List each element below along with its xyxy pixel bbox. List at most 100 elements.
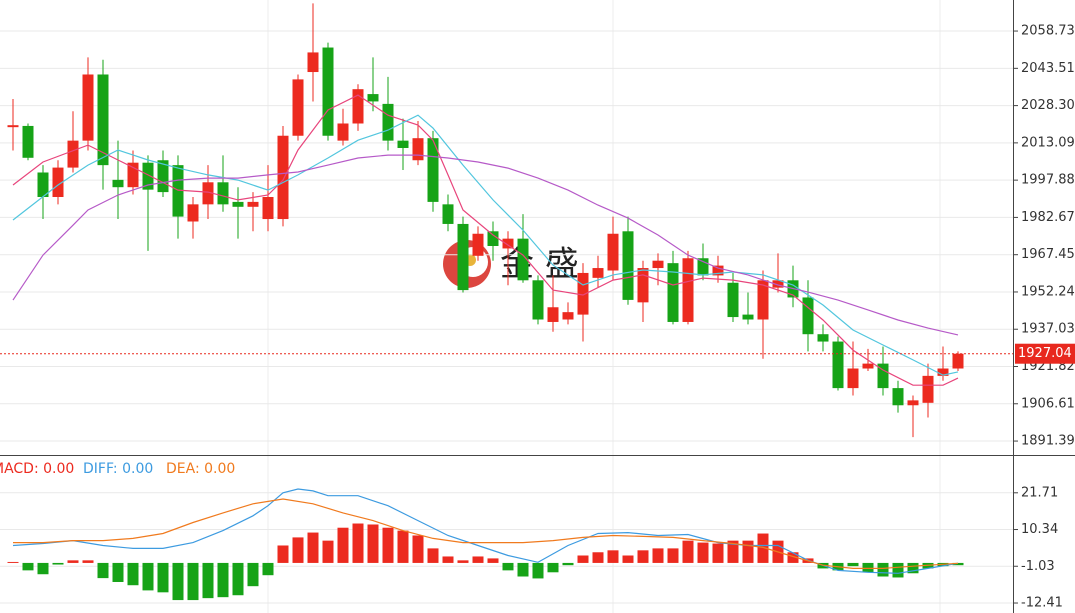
macd-bar [667,548,679,563]
macd-bar [82,560,94,563]
macd-bar [247,562,259,587]
candle-body [547,307,559,322]
macd-bar [607,550,619,563]
candle-body [97,74,109,166]
macd-bar [862,562,874,573]
macd-bar [472,556,484,563]
y-tick-label: 1891.39 [1021,434,1075,449]
candle-body [907,400,919,406]
indicator-line [12,154,959,336]
candle-body [277,135,289,220]
y-tick-label: -1.03 [1021,559,1055,574]
candle-body [667,263,679,322]
candle-body [292,79,304,136]
candle-body [427,138,439,202]
macd-bar [7,561,19,563]
candle-body [262,196,274,220]
candle-body [802,297,814,335]
macd-bar [292,537,304,563]
macd-bar [322,540,334,563]
macd-bar [457,560,469,563]
macd-bar [652,548,664,563]
y-tick-label: 1937.03 [1021,322,1075,337]
candle-body [952,353,964,369]
macd-bar [412,535,424,563]
candle-body [592,268,604,278]
macd-bar [307,532,319,563]
y-tick-label: 1952.24 [1021,284,1075,299]
macd-bar [562,562,574,566]
candle-body [232,201,244,207]
macd-bar [202,562,214,599]
macd-bar [172,562,184,601]
macd-bar [367,524,379,563]
macd-bar [532,562,544,579]
candle-body [502,238,514,249]
last-price-label: 1927.04 [1018,346,1072,361]
candle-body [847,368,859,389]
macd-bar [487,558,499,563]
candle-body [217,182,229,205]
y-tick-label: 2013.09 [1021,135,1075,150]
y-tick-label: -12.41 [1021,596,1063,611]
candle-body [682,258,694,322]
macd-bar [67,560,79,563]
indicator-line [12,94,959,386]
candle-body [142,162,154,190]
candle-body [67,140,79,168]
y-tick-label: 1997.88 [1021,173,1075,188]
last-price-box [1015,343,1075,364]
y-tick-label: 21.71 [1021,485,1058,500]
candle-body [172,165,184,217]
macd-bar [727,540,739,563]
candle-body [457,223,469,291]
macd-bar [112,562,124,582]
y-tick-label: 10.34 [1021,522,1058,537]
candle-body [712,265,724,276]
macd-bar [682,540,694,563]
y-tick-label: 2058.73 [1021,24,1075,39]
candle-body [487,231,499,246]
candle-body [352,89,364,124]
macd-bar [622,555,634,563]
macd-bar [907,562,919,574]
candle-body [37,172,49,197]
macd-bar [352,523,364,563]
macd-bar [712,543,724,563]
candle-body [112,179,124,188]
watermark-text: 金 盛 [500,245,579,285]
macd-bar [157,562,169,593]
candle-body [307,52,319,73]
macd-bar [577,555,589,563]
legend-entry: DIFF: 0.00 [83,461,153,477]
candle-body [727,282,739,318]
indicator-line [12,488,959,574]
candle-body [367,94,379,102]
candle-body [412,138,424,161]
macd-bar [262,562,274,576]
macd-bar [277,545,289,563]
macd-bar [742,540,754,563]
y-tick-label: 2043.51 [1021,61,1075,76]
macd-bar [22,562,34,571]
candle-body [82,74,94,141]
candle-body [817,334,829,342]
y-tick-label: 1906.61 [1021,396,1075,411]
candle-body [862,363,874,369]
legend-entry: DEA: 0.00 [166,461,235,477]
macd-bar [697,542,709,563]
candle-body [517,238,529,281]
macd-bar [427,548,439,563]
candle-body [742,314,754,320]
candle-body [937,368,949,376]
y-tick-label: 1967.45 [1021,247,1075,262]
candle-body [397,140,409,148]
macd-bar [787,552,799,563]
candle-body [382,103,394,141]
candle-body [757,280,769,320]
candle-body [202,182,214,205]
candle-body [322,47,334,136]
candle-body [772,280,784,288]
macd-bar [442,556,454,563]
legend-entry: MACD: 0.00 [0,461,74,477]
